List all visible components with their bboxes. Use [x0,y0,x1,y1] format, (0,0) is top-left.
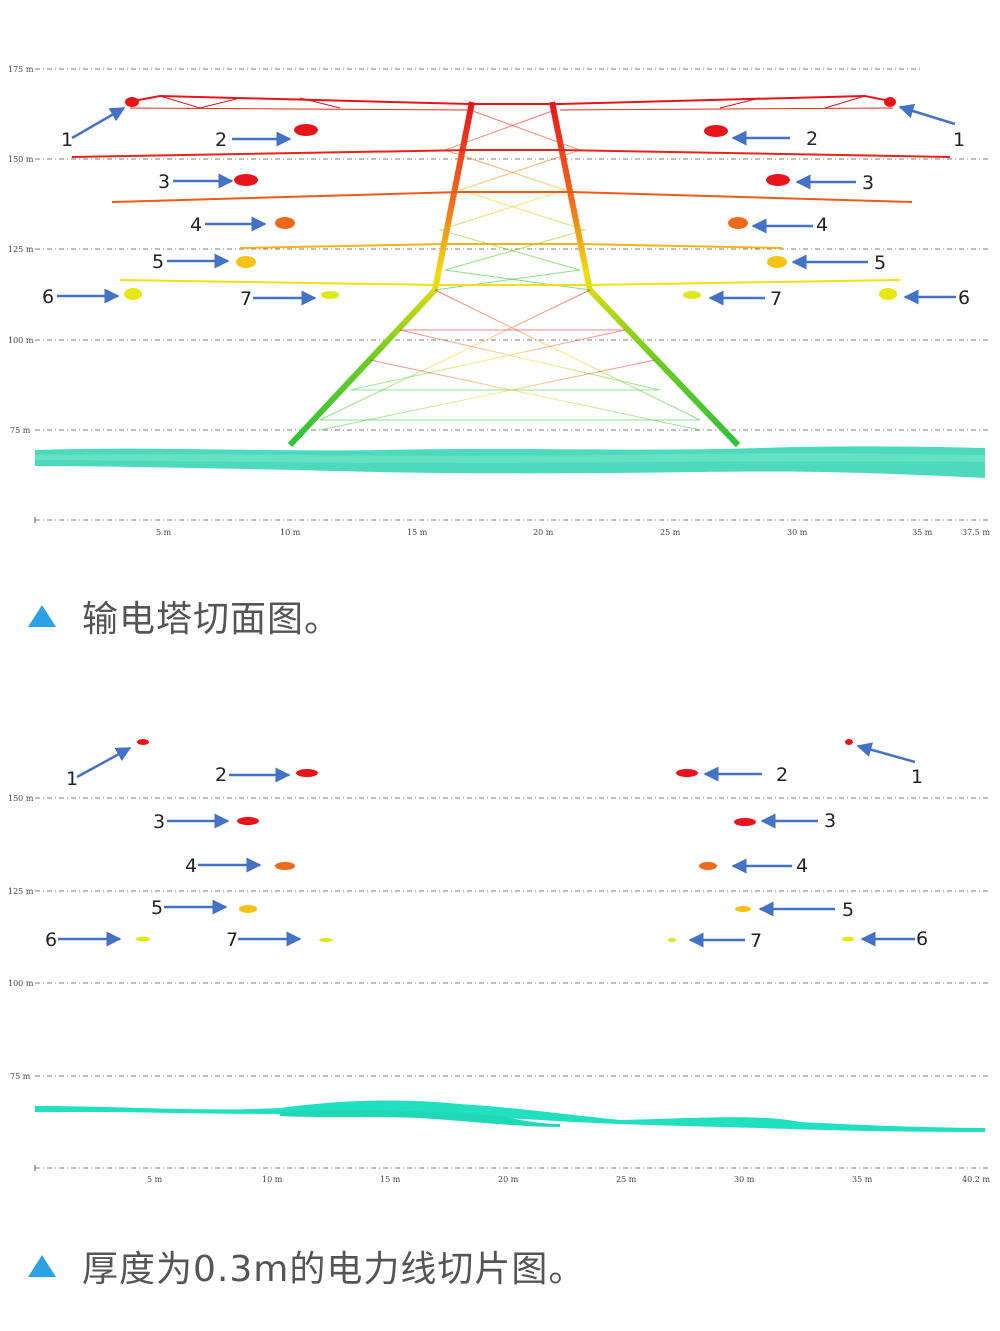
label-5-right: 5 [842,899,854,921]
powerline-slice-svg: 150 m 125 m 100 m 75 m 5 m 10 m 15 m 20 … [8,739,990,1184]
x-tick-labels: 5 m 10 m 15 m 20 m 25 m 30 m 35 m 37.5 m [34,517,990,537]
label-6-left: 6 [45,929,57,951]
y-tick-label: 125 m [8,887,34,896]
annotation-arrows-left [58,746,302,947]
x-tick-label: 35 m [852,1175,873,1184]
y-tick-label: 150 m [8,794,34,803]
x-tick-label: 20 m [498,1175,519,1184]
y-tick-label: 175 m [8,65,34,74]
tower-section-figure: 175 m 150 m 125 m 100 m 75 m 5 m 10 m 15… [0,0,1000,560]
y-tick-label: 125 m [8,245,34,254]
label-5-left: 5 [151,897,163,919]
caption-powerline: 厚度为0.3m的电力线切片图。 [28,1240,585,1292]
x-tick-label: 10 m [262,1175,283,1184]
y-tick-label: 75 m [10,1072,31,1081]
x-tick-label: 5 m [147,1175,163,1184]
conductor-points [124,97,897,300]
label-2-left: 2 [215,764,227,786]
label-3-right: 3 [824,810,836,832]
x-tick-label: 37.5 m [962,528,990,537]
annotation-arrows-left [57,106,317,306]
annotation-labels: 1 2 3 4 5 6 7 7 6 5 4 3 2 1 [42,128,970,310]
label-7-left: 7 [240,288,252,310]
label-5-right: 5 [874,252,886,274]
label-4-left: 4 [185,855,197,877]
label-1-right: 1 [953,129,965,151]
label-7-left: 7 [226,929,238,951]
label-7-right: 7 [770,288,782,310]
label-5-left: 5 [152,251,164,273]
label-1-left: 1 [66,768,78,790]
annotation-arrows-right [688,742,916,948]
x-tick-label: 40.2 m [962,1175,990,1184]
label-3-left: 3 [158,171,170,193]
caption-tower: 输电塔切面图。 [28,590,341,642]
triangle-icon [28,605,56,627]
label-3-left: 3 [153,811,165,833]
annotation-arrows-right [708,103,956,306]
label-1-right: 1 [911,766,923,788]
y-tick-labels: 150 m 125 m 100 m 75 m [8,794,34,1081]
label-2-right: 2 [776,764,788,786]
triangle-icon [28,1255,56,1277]
x-tick-label: 15 m [407,528,428,537]
label-7-right: 7 [750,930,762,952]
ground-points [35,1100,985,1132]
caption-text: 输电塔切面图。 [82,599,342,640]
label-1-left: 1 [61,129,73,151]
x-tick-label: 10 m [280,528,301,537]
ground-points-scatter [280,1109,560,1127]
x-tick-label: 30 m [787,528,808,537]
annotation-labels: 1 2 3 4 5 6 7 7 6 5 4 3 2 1 [45,764,928,952]
label-2-left: 2 [215,129,227,151]
x-tick-label: 15 m [380,1175,401,1184]
y-gridlines [35,797,990,1169]
label-2-right: 2 [806,128,818,150]
y-tick-label: 100 m [8,979,34,988]
label-6-left: 6 [42,286,54,308]
x-tick-label: 25 m [616,1175,637,1184]
label-6-right: 6 [916,928,928,950]
x-tick-labels: 5 m 10 m 15 m 20 m 25 m 30 m 35 m 40.2 m [34,1165,990,1184]
label-4-right: 4 [816,214,828,236]
tower-crossarms [71,94,951,286]
y-tick-label: 75 m [10,426,31,435]
x-tick-label: 25 m [660,528,681,537]
x-tick-label: 35 m [912,528,933,537]
label-6-right: 6 [958,287,970,309]
conductor-points [136,739,854,942]
y-tick-label: 100 m [8,336,34,345]
tower-body [287,101,741,448]
y-tick-label: 150 m [8,155,34,164]
label-3-right: 3 [862,172,874,194]
caption-text: 厚度为0.3m的电力线切片图。 [82,1249,586,1290]
powerline-slice-figure: 150 m 125 m 100 m 75 m 5 m 10 m 15 m 20 … [0,720,1000,1200]
y-tick-labels: 175 m 150 m 125 m 100 m 75 m [8,65,34,435]
label-4-left: 4 [190,214,202,236]
label-4-right: 4 [796,855,808,877]
y-gridlines [35,68,990,521]
tower-section-svg: 175 m 150 m 125 m 100 m 75 m 5 m 10 m 15… [8,65,990,537]
x-tick-label: 30 m [734,1175,755,1184]
x-tick-label: 5 m [156,528,172,537]
ground-points-light [35,453,985,463]
x-tick-label: 20 m [533,528,554,537]
